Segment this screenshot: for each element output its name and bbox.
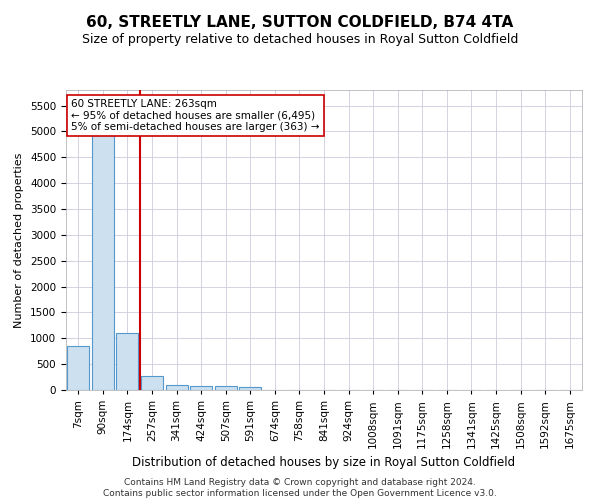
Bar [215, 386, 237, 390]
Text: Size of property relative to detached houses in Royal Sutton Coldfield: Size of property relative to detached ho… [82, 32, 518, 46]
Bar [190, 386, 212, 390]
Bar [239, 387, 262, 390]
Text: 60, STREETLY LANE, SUTTON COLDFIELD, B74 4TA: 60, STREETLY LANE, SUTTON COLDFIELD, B74… [86, 15, 514, 30]
Bar [141, 376, 163, 390]
Bar [116, 333, 139, 390]
Text: 60 STREETLY LANE: 263sqm
← 95% of detached houses are smaller (6,495)
5% of semi: 60 STREETLY LANE: 263sqm ← 95% of detach… [71, 99, 320, 132]
Bar [67, 346, 89, 390]
Y-axis label: Number of detached properties: Number of detached properties [14, 152, 25, 328]
X-axis label: Distribution of detached houses by size in Royal Sutton Coldfield: Distribution of detached houses by size … [133, 456, 515, 469]
Bar [92, 106, 114, 390]
Bar [166, 385, 188, 390]
Text: Contains HM Land Registry data © Crown copyright and database right 2024.
Contai: Contains HM Land Registry data © Crown c… [103, 478, 497, 498]
